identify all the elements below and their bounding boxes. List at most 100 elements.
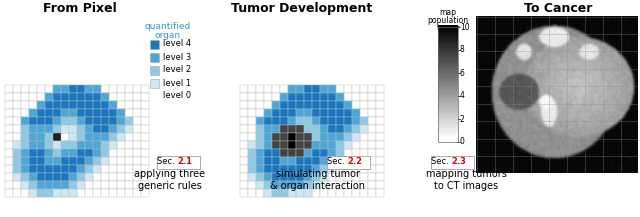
Bar: [304, 189, 312, 197]
Bar: [296, 133, 304, 141]
Bar: [304, 165, 312, 173]
Bar: [438, 126, 458, 129]
Bar: [13, 125, 21, 133]
Bar: [352, 133, 360, 141]
Bar: [336, 85, 344, 93]
Bar: [296, 189, 304, 197]
Bar: [125, 165, 133, 173]
Bar: [288, 165, 296, 173]
Bar: [304, 157, 312, 165]
Bar: [85, 181, 93, 189]
Bar: [368, 85, 376, 93]
Bar: [328, 93, 336, 101]
Bar: [376, 125, 384, 133]
Bar: [53, 125, 61, 133]
Bar: [77, 157, 85, 165]
Bar: [45, 141, 53, 149]
Bar: [53, 149, 61, 157]
Bar: [304, 125, 312, 133]
Bar: [288, 157, 296, 165]
Bar: [344, 109, 352, 117]
Bar: [93, 85, 101, 93]
Bar: [45, 85, 53, 93]
Bar: [61, 165, 69, 173]
Bar: [288, 117, 296, 125]
Bar: [53, 117, 61, 125]
Text: 2.2: 2.2: [347, 158, 362, 166]
Bar: [304, 141, 312, 149]
Bar: [280, 157, 288, 165]
Bar: [438, 110, 458, 113]
Bar: [280, 101, 288, 109]
Bar: [438, 38, 458, 41]
Bar: [328, 109, 336, 117]
Bar: [360, 85, 368, 93]
Bar: [21, 173, 29, 181]
Bar: [272, 117, 280, 125]
Bar: [352, 109, 360, 117]
Bar: [101, 101, 109, 109]
Bar: [61, 109, 69, 117]
Bar: [272, 181, 280, 189]
Bar: [109, 125, 117, 133]
Bar: [117, 189, 125, 197]
Bar: [77, 93, 85, 101]
Bar: [280, 93, 288, 101]
Bar: [240, 189, 248, 197]
Bar: [85, 149, 93, 157]
Bar: [45, 149, 53, 157]
Bar: [45, 165, 53, 173]
Bar: [376, 141, 384, 149]
Bar: [352, 109, 360, 117]
Bar: [101, 85, 109, 93]
Bar: [438, 25, 458, 28]
Bar: [248, 109, 256, 117]
Bar: [101, 117, 109, 125]
Bar: [320, 173, 328, 181]
Bar: [376, 85, 384, 93]
Bar: [13, 117, 21, 125]
Bar: [288, 93, 296, 101]
Bar: [37, 165, 45, 173]
Bar: [256, 101, 264, 109]
Bar: [336, 125, 344, 133]
Bar: [320, 93, 328, 101]
Bar: [368, 181, 376, 189]
Bar: [336, 165, 344, 173]
Bar: [117, 157, 125, 165]
Bar: [264, 181, 272, 189]
Bar: [21, 93, 29, 101]
Bar: [312, 141, 320, 149]
Bar: [288, 181, 296, 189]
Text: 2.3: 2.3: [451, 158, 466, 166]
Bar: [264, 141, 272, 149]
Bar: [256, 157, 264, 165]
Bar: [45, 173, 53, 181]
Bar: [280, 117, 288, 125]
Bar: [117, 117, 125, 125]
Bar: [29, 157, 37, 165]
Bar: [141, 149, 149, 157]
Bar: [61, 117, 69, 125]
Bar: [5, 149, 13, 157]
Bar: [69, 149, 77, 157]
Bar: [368, 117, 376, 125]
Bar: [69, 117, 77, 125]
Bar: [344, 189, 352, 197]
Bar: [280, 133, 288, 141]
Bar: [53, 189, 61, 197]
Bar: [77, 133, 85, 141]
Bar: [61, 189, 69, 197]
Bar: [13, 93, 21, 101]
Bar: [264, 101, 272, 109]
Bar: [109, 125, 117, 133]
Bar: [272, 149, 280, 157]
Text: level 4: level 4: [163, 39, 191, 49]
Bar: [368, 165, 376, 173]
Bar: [77, 101, 85, 109]
Bar: [264, 93, 272, 101]
Bar: [240, 149, 248, 157]
Bar: [352, 181, 360, 189]
Bar: [328, 85, 336, 93]
Bar: [69, 189, 77, 197]
